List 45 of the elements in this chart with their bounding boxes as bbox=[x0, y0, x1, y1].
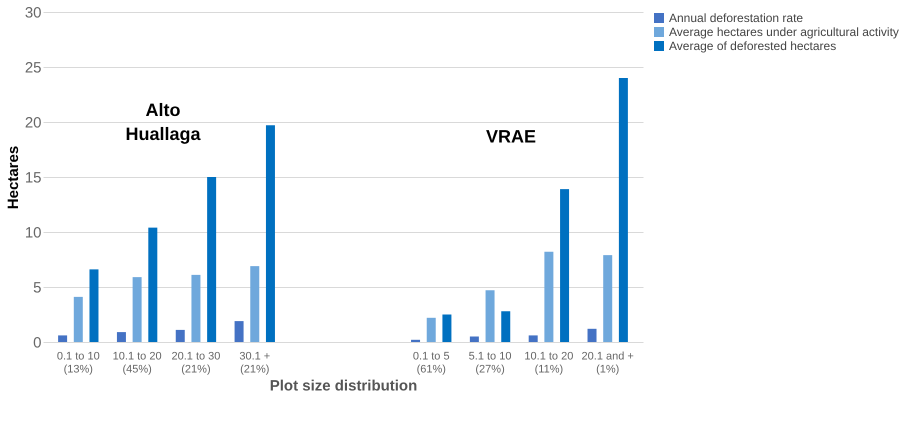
bar bbox=[176, 330, 185, 342]
bar bbox=[486, 290, 495, 342]
x-tick-label: 20.1 and + (1%) bbox=[582, 350, 634, 376]
bar bbox=[470, 336, 479, 342]
bar bbox=[266, 125, 275, 342]
annotation: Alto Huallaga bbox=[125, 100, 202, 144]
bar bbox=[58, 335, 68, 342]
legend-label: Average hectares under agricultural activity bbox=[669, 25, 899, 39]
x-tick-label: 10.1 to 20 (11%) bbox=[524, 350, 574, 376]
bar bbox=[132, 277, 142, 342]
y-tick-label: 15 bbox=[24, 170, 42, 186]
bar bbox=[191, 274, 200, 342]
bar bbox=[442, 314, 452, 342]
legend-label: Average of deforested hectares bbox=[669, 39, 836, 53]
bar bbox=[560, 189, 570, 342]
x-tick-label: 30.1 + (21%) bbox=[239, 350, 270, 376]
x-tick-label: 10.1 to 20 (45%) bbox=[112, 350, 162, 376]
x-axis-title: Plot size distribution bbox=[270, 378, 418, 394]
bar bbox=[544, 252, 554, 342]
y-tick-label: 5 bbox=[33, 280, 42, 296]
bar bbox=[603, 255, 612, 342]
bar bbox=[426, 318, 436, 342]
bar bbox=[250, 266, 260, 342]
bar bbox=[116, 332, 126, 342]
x-tick-label: 0.1 to 5 (61%) bbox=[412, 350, 450, 376]
bar bbox=[74, 296, 83, 342]
bar bbox=[148, 228, 158, 342]
bar bbox=[588, 328, 597, 342]
y-tick-label: 25 bbox=[24, 60, 42, 76]
bar bbox=[618, 78, 628, 342]
annotation: VRAE bbox=[486, 126, 536, 146]
y-tick-label: 20 bbox=[24, 114, 42, 132]
x-tick-label: 20.1 to 30 (21%) bbox=[171, 350, 220, 376]
y-axis-title: Hectares bbox=[4, 146, 22, 210]
bar bbox=[528, 335, 538, 342]
x-tick-label: 0.1 to 10 (13%) bbox=[56, 350, 100, 376]
y-tick-label: 10 bbox=[24, 224, 42, 242]
bar bbox=[501, 311, 510, 342]
y-tick-label: 0 bbox=[33, 334, 42, 352]
bar bbox=[234, 321, 244, 342]
legend-label: Annual deforestation rate bbox=[669, 11, 804, 25]
bar bbox=[89, 269, 98, 342]
x-tick-label: 5.1 to 10 (27%) bbox=[468, 350, 512, 376]
y-tick-label: 30 bbox=[24, 4, 42, 22]
bar bbox=[207, 177, 216, 342]
